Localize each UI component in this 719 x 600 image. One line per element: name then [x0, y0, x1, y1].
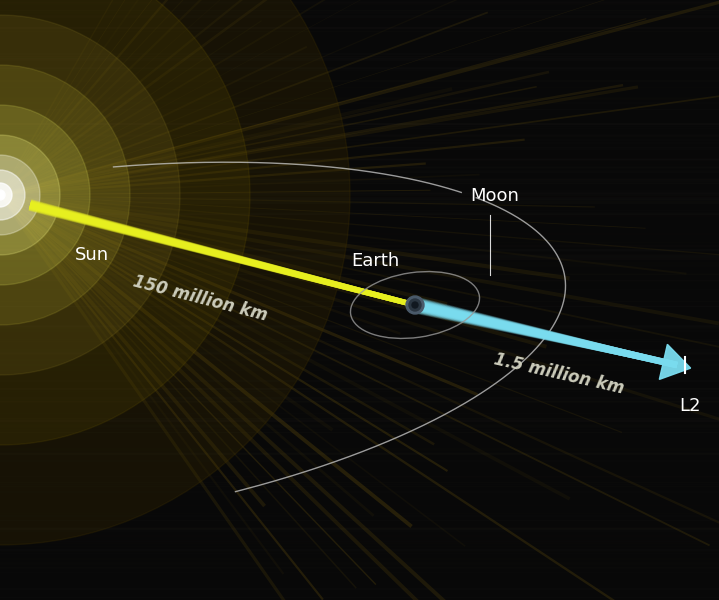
- Circle shape: [0, 0, 250, 445]
- Circle shape: [0, 190, 5, 200]
- Text: L2: L2: [679, 397, 701, 415]
- Circle shape: [0, 155, 40, 235]
- Circle shape: [0, 0, 350, 545]
- Circle shape: [0, 170, 25, 220]
- Circle shape: [409, 299, 421, 311]
- Circle shape: [0, 15, 180, 375]
- Text: 1.5 million km: 1.5 million km: [492, 350, 626, 397]
- Text: Sun: Sun: [75, 246, 109, 264]
- Circle shape: [406, 296, 424, 314]
- Circle shape: [0, 183, 12, 207]
- Text: 150 million km: 150 million km: [131, 272, 270, 325]
- Circle shape: [0, 105, 90, 285]
- Circle shape: [412, 302, 418, 308]
- Circle shape: [0, 65, 130, 325]
- Circle shape: [0, 135, 60, 255]
- Text: Moon: Moon: [470, 187, 519, 205]
- Polygon shape: [659, 344, 691, 379]
- Text: Earth: Earth: [351, 252, 399, 270]
